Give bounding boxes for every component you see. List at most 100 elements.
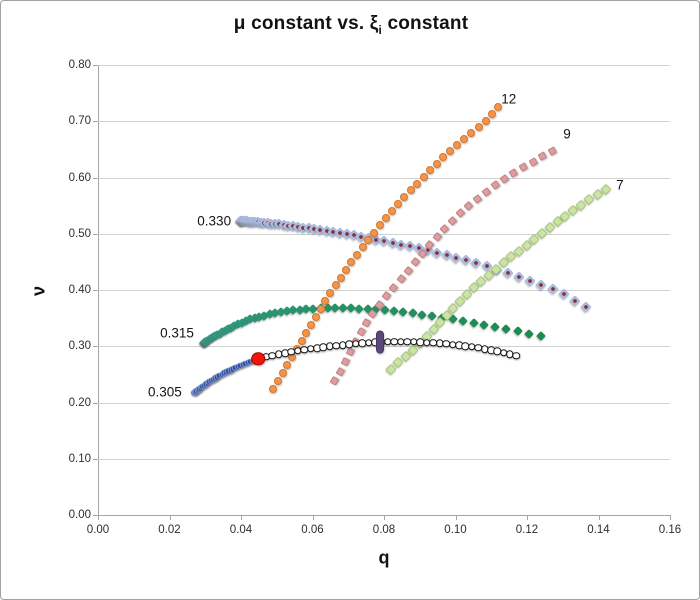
marker-mu-0315	[479, 320, 490, 330]
marker-xi-9	[381, 291, 391, 301]
marker-xi-12	[426, 166, 435, 175]
chart-title-suffix: constant	[381, 13, 469, 34]
marker-open-circles	[512, 352, 521, 360]
marker-xi-7	[454, 295, 466, 307]
series-label-mu-0315: 0.315	[160, 325, 194, 341]
marker-xi-12	[297, 336, 306, 345]
x-tick-label: 0.10	[444, 524, 467, 536]
marker-xi-12	[419, 172, 428, 181]
marker-xi-12	[370, 228, 379, 237]
gridline-y-0.40	[98, 290, 670, 291]
marker-xi-12	[406, 186, 415, 195]
gridline-y-0.70	[98, 121, 670, 123]
marker-xi-12	[375, 221, 384, 230]
marker-xi-12	[352, 250, 361, 259]
marker-xi-12	[388, 207, 397, 216]
y-tick-mark	[93, 121, 98, 123]
marker-xi-9	[403, 266, 413, 276]
x-tick-mark	[169, 515, 171, 520]
marker-xi-12	[269, 385, 278, 393]
marker-xi-12	[488, 110, 497, 119]
gridline-y-0.10	[98, 458, 670, 460]
series-label-mu-0305: 0.305	[147, 384, 182, 400]
y-tick-mark	[93, 458, 98, 460]
marker-mu-0330	[569, 294, 581, 307]
marker-xi-12	[446, 147, 455, 155]
marker-xi-9	[356, 328, 366, 337]
marker-mu-0315	[536, 331, 547, 342]
marker-xi-7	[393, 357, 404, 368]
chart-title-subscript: i	[378, 23, 382, 37]
marker-mu-0315	[417, 309, 428, 320]
marker-mu-0315	[501, 324, 512, 335]
marker-xi-12	[311, 312, 320, 321]
marker-mu-0315	[457, 316, 468, 326]
y-tick-label: 0.50	[68, 227, 91, 240]
chart-title-prefix: μ constant vs. ξ	[233, 13, 379, 34]
marker-xi-9	[455, 208, 466, 219]
marker-mu-0315	[468, 318, 479, 328]
marker-xi-9	[472, 194, 482, 204]
y-tick-label: 0.00	[68, 509, 91, 521]
marker-xi-12	[439, 153, 448, 162]
x-tick-mark	[384, 515, 385, 520]
marker-xi-9	[490, 180, 500, 191]
y-tick-mark	[93, 233, 98, 235]
marker-mu-0330	[460, 254, 472, 267]
gridline-y-0.80	[98, 65, 670, 66]
marker-xi-12	[302, 328, 311, 337]
marker-xi-12	[306, 320, 315, 329]
marker-xi-9	[463, 201, 474, 211]
x-tick-label: 0.08	[372, 524, 396, 536]
marker-xi-9	[518, 162, 528, 172]
marker-xi-12	[342, 265, 351, 274]
marker-xi-7	[536, 227, 548, 239]
y-tick-label: 0.60	[68, 171, 91, 184]
y-axis-title: ν	[28, 285, 49, 297]
marker-xi-12	[278, 368, 287, 377]
marker-xi-12	[364, 236, 373, 245]
marker-mu-0315	[512, 326, 523, 337]
marker-xi-12	[481, 116, 490, 125]
y-tick-label: 0.40	[68, 284, 91, 296]
x-tick-label: 0.00	[86, 524, 110, 536]
x-tick-label: 0.14	[587, 524, 610, 536]
x-tick-mark	[670, 515, 671, 520]
series-label-xi-9: 9	[563, 126, 571, 142]
marker-xi-12	[467, 128, 476, 137]
marker-xi-12	[316, 304, 325, 313]
marker-xi-12	[394, 200, 403, 209]
marker-mu-0315	[398, 307, 409, 318]
marker-xi-12	[460, 134, 469, 143]
marker-mu-0315	[490, 322, 501, 332]
marker-xi-12	[273, 376, 282, 385]
x-tick-label: 0.16	[658, 524, 682, 536]
marker-xi-7	[584, 193, 595, 205]
marker-xi-9	[439, 224, 449, 234]
x-tick-label: 0.02	[158, 524, 181, 536]
marker-xi-12	[432, 159, 441, 168]
marker-mu-0330	[580, 301, 592, 313]
y-tick-label: 0.30	[68, 340, 91, 353]
x-tick-mark	[98, 515, 99, 520]
marker-xi-9	[537, 152, 547, 161]
marker-mu-0330	[513, 271, 525, 283]
marker-xi-9	[340, 357, 350, 367]
marker-xi-9	[335, 367, 345, 377]
y-tick-label: 0.80	[68, 59, 91, 71]
marker-xi-9	[447, 216, 457, 226]
marker-xi-12	[326, 288, 335, 297]
marker-mu-0315	[524, 328, 535, 339]
x-tick-label: 0.06	[301, 524, 324, 536]
x-axis-title: q	[378, 547, 390, 568]
chart-title: μ constant vs. ξi constant	[1, 13, 699, 37]
x-tick-mark	[598, 515, 600, 520]
marker-xi-7	[498, 257, 509, 268]
marker-mu-0330	[535, 279, 547, 291]
series-label-xi-12: 12	[501, 91, 517, 107]
x-tick-label: 0.12	[515, 524, 539, 536]
marker-mu-0330	[546, 283, 559, 295]
marker-xi-12	[358, 243, 367, 252]
